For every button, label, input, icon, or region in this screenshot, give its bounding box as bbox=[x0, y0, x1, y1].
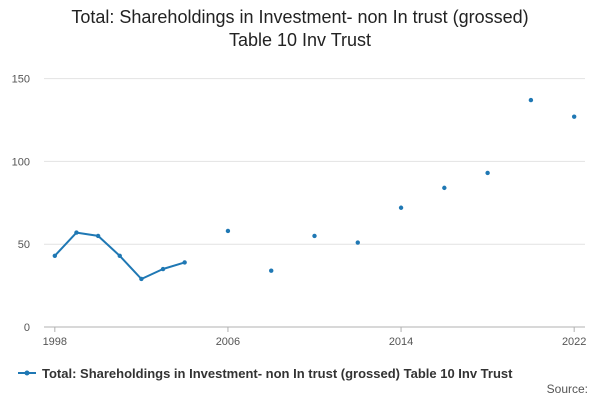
data-point-2006 bbox=[225, 228, 231, 234]
x-tick-label: 2022 bbox=[562, 336, 586, 348]
data-point-2002 bbox=[139, 276, 144, 282]
source-label: Source: bbox=[546, 382, 588, 396]
data-point-2014 bbox=[398, 205, 404, 210]
legend-label: Total: Shareholdings in Investment- non … bbox=[42, 365, 513, 381]
data-point-2016 bbox=[442, 185, 447, 191]
legend[interactable]: Total: Shareholdings in Investment- non … bbox=[18, 364, 512, 382]
y-tick-label: 0 bbox=[24, 322, 30, 334]
data-point-2004 bbox=[182, 260, 187, 265]
chart-title-line-1: Total: Shareholdings in Investment- non … bbox=[71, 7, 529, 27]
legend-line-marker-icon bbox=[18, 366, 36, 380]
data-point-1998 bbox=[52, 253, 58, 258]
y-tick-label: 100 bbox=[12, 156, 30, 168]
data-point-2008 bbox=[269, 268, 274, 273]
x-tick-label: 2006 bbox=[216, 336, 240, 348]
data-point-2012 bbox=[355, 240, 360, 245]
data-point-1999 bbox=[74, 230, 79, 235]
x-tick-label: 2014 bbox=[389, 336, 413, 348]
series-layer bbox=[52, 97, 577, 282]
data-point-2000 bbox=[95, 233, 101, 239]
grid-lines bbox=[44, 78, 585, 328]
chart-title: Total: Shareholdings in Investment- non … bbox=[0, 6, 600, 52]
axes: 0 50 100 150 1998 2006 2014 2022 bbox=[12, 74, 587, 348]
y-tick-label: 50 bbox=[18, 239, 30, 251]
data-point-2010 bbox=[312, 233, 317, 239]
x-tick-label: 1998 bbox=[43, 336, 67, 348]
data-point-2022 bbox=[571, 114, 577, 119]
data-point-2018 bbox=[485, 170, 490, 176]
y-tick-label: 150 bbox=[12, 74, 30, 86]
data-point-2001 bbox=[117, 253, 122, 258]
data-point-2003 bbox=[160, 266, 166, 272]
data-point-2020 bbox=[528, 97, 534, 103]
chart-title-line-2: Table 10 Inv Trust bbox=[228, 30, 372, 50]
